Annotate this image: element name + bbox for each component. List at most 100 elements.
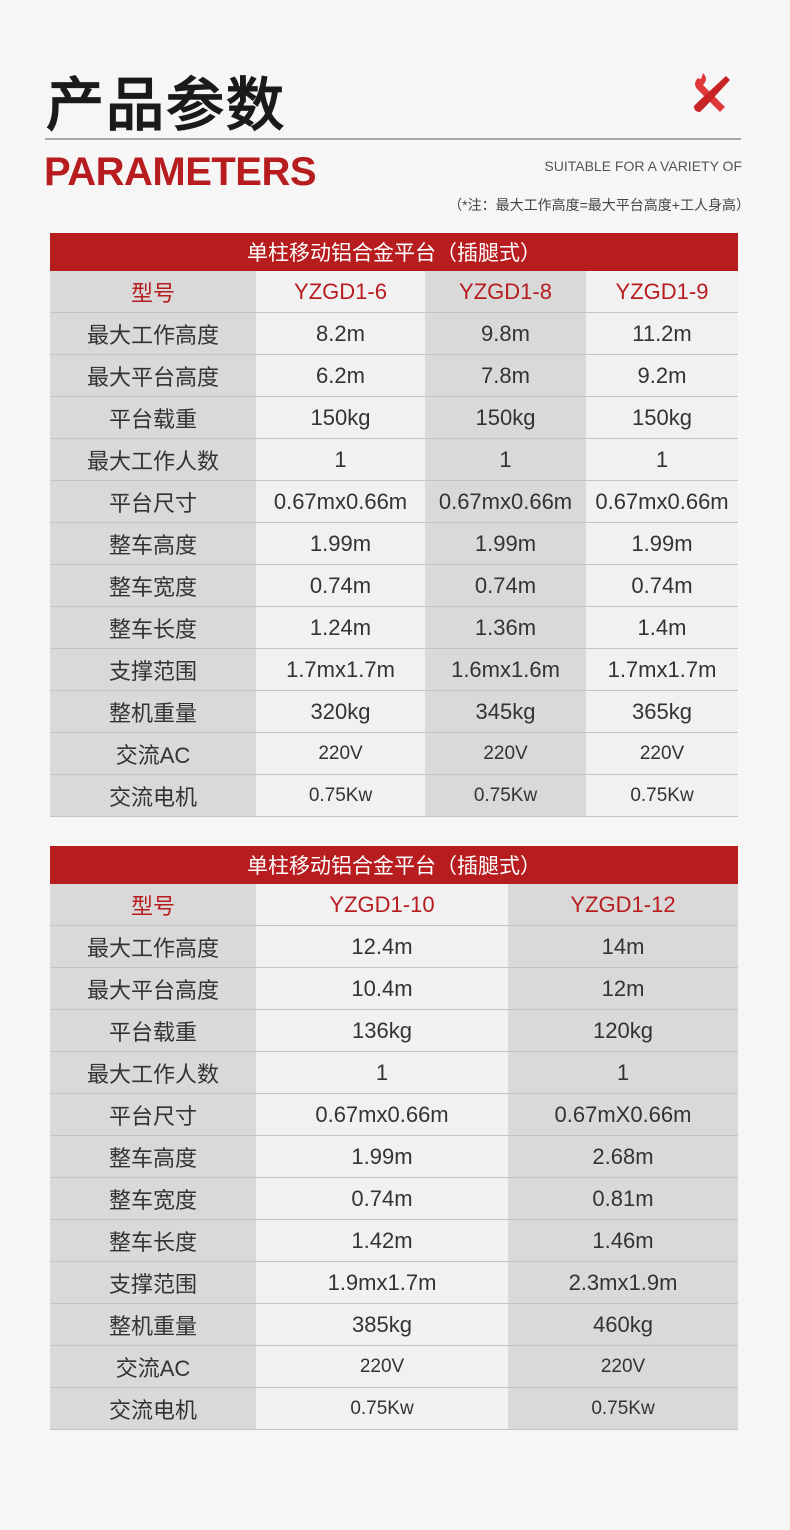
cell-value: 1.9mx1.7m [256, 1261, 508, 1304]
cell-value: 1.6mx1.6m [425, 648, 586, 691]
row-label: 整车宽度 [50, 564, 256, 607]
table-row: 整机重量 385kg 460kg [50, 1303, 738, 1346]
row-label: 整车宽度 [50, 1177, 256, 1220]
spec-table-2: 单柱移动铝合金平台（插腿式） 型号 YZGD1-10 YZGD1-12 最大工作高度 1… [50, 846, 738, 1430]
table-row: 交流AC 220V 220V 220V [50, 732, 738, 775]
table-row: 整车长度 1.42m 1.46m [50, 1219, 738, 1262]
cell-value: 12.4m [256, 925, 508, 968]
cell-value: 460kg [508, 1303, 738, 1346]
table-row: 整机重量 320kg 345kg 365kg [50, 690, 738, 733]
row-label: 型号 [50, 884, 256, 926]
cell-value: 120kg [508, 1009, 738, 1052]
cell-value: 1.7mx1.7m [256, 648, 425, 691]
table-row: 最大平台高度 6.2m 7.8m 9.2m [50, 354, 738, 397]
row-label: 整车高度 [50, 522, 256, 565]
row-label: 平台载重 [50, 396, 256, 439]
cell-value: 220V [508, 1345, 738, 1388]
page-title: 产品参数 [46, 73, 287, 138]
row-label: 最大工作高度 [50, 925, 256, 968]
row-label: 最大工作人数 [50, 1051, 256, 1094]
table-row: 支撑范围 1.9mx1.7m 2.3mx1.9m [50, 1261, 738, 1304]
tagline: SUITABLE FOR A VARIETY OF [544, 158, 742, 174]
cell-value: 1.24m [256, 606, 425, 649]
cell-value: 150kg [256, 396, 425, 439]
cell-value: 220V [425, 732, 586, 775]
row-label: 型号 [50, 271, 256, 313]
cell-value: 150kg [425, 396, 586, 439]
row-label: 最大平台高度 [50, 967, 256, 1010]
table-row: 平台载重 136kg 120kg [50, 1009, 738, 1052]
row-label: 支撑范围 [50, 1261, 256, 1304]
cell-value: 0.81m [508, 1177, 738, 1220]
cell-value: 220V [256, 1345, 508, 1388]
cell-value: YZGD1-12 [508, 884, 738, 926]
row-label: 交流AC [50, 1345, 256, 1388]
spec-table-1: 单柱移动铝合金平台（插腿式） 型号 YZGD1-6 YZGD1-8 YZGD1-9 最大… [50, 233, 738, 817]
cell-value: 1.99m [425, 522, 586, 565]
cell-value: 10.4m [256, 967, 508, 1010]
model-row: 型号 YZGD1-10 YZGD1-12 [50, 884, 738, 926]
cell-value: 365kg [586, 690, 738, 733]
row-label: 最大工作高度 [50, 312, 256, 355]
cell-value: 0.74m [256, 564, 425, 607]
table-row: 整车长度 1.24m 1.36m 1.4m [50, 606, 738, 649]
section-subtitle: PARAMETERS [44, 150, 317, 194]
cell-value: 220V [586, 732, 738, 775]
cell-value: 385kg [256, 1303, 508, 1346]
cell-value: 136kg [256, 1009, 508, 1052]
table-title: 单柱移动铝合金平台（插腿式） [50, 846, 738, 884]
row-label: 整车高度 [50, 1135, 256, 1178]
note: （*注：最大工作高度=最大平台高度+工人身高） [448, 197, 750, 213]
cell-value: 11.2m [586, 312, 738, 355]
table-row: 整车宽度 0.74m 0.81m [50, 1177, 738, 1220]
table-title: 单柱移动铝合金平台（插腿式） [50, 233, 738, 271]
cell-value: 9.2m [586, 354, 738, 397]
cell-value: 1.99m [256, 1135, 508, 1178]
cell-value: 2.68m [508, 1135, 738, 1178]
row-label: 整车长度 [50, 1219, 256, 1262]
table-row: 最大工作人数 1 1 1 [50, 438, 738, 481]
row-label: 交流电机 [50, 774, 256, 817]
cell-value: 0.67mX0.66m [508, 1093, 738, 1136]
cell-value: 220V [256, 732, 425, 775]
table-row: 整车高度 1.99m 1.99m 1.99m [50, 522, 738, 565]
row-label: 平台尺寸 [50, 480, 256, 523]
row-label: 整机重量 [50, 690, 256, 733]
cell-value: 0.74m [586, 564, 738, 607]
table-row: 平台载重 150kg 150kg 150kg [50, 396, 738, 439]
table-row: 整车高度 1.99m 2.68m [50, 1135, 738, 1178]
cell-value: 1.46m [508, 1219, 738, 1262]
cell-value: 2.3mx1.9m [508, 1261, 738, 1304]
table-row: 整车宽度 0.74m 0.74m 0.74m [50, 564, 738, 607]
cell-value: 1 [586, 438, 738, 481]
table-row: 平台尺寸 0.67mx0.66m 0.67mx0.66m 0.67mx0.66m [50, 480, 738, 523]
cell-value: 1 [508, 1051, 738, 1094]
cell-value: YZGD1-8 [425, 271, 586, 313]
cell-value: 1.4m [586, 606, 738, 649]
table-row: 交流电机 0.75Kw 0.75Kw 0.75Kw [50, 774, 738, 817]
cell-value: 1.42m [256, 1219, 508, 1262]
row-label: 整车长度 [50, 606, 256, 649]
cell-value: 0.74m [256, 1177, 508, 1220]
table-row: 最大工作人数 1 1 [50, 1051, 738, 1094]
cell-value: 0.75Kw [508, 1387, 738, 1430]
cell-value: YZGD1-9 [586, 271, 738, 313]
cell-value: 1 [425, 438, 586, 481]
row-label: 支撑范围 [50, 648, 256, 691]
row-label: 最大工作人数 [50, 438, 256, 481]
table-row: 最大工作高度 8.2m 9.8m 11.2m [50, 312, 738, 355]
cell-value: 150kg [586, 396, 738, 439]
cell-value: 6.2m [256, 354, 425, 397]
row-label: 平台载重 [50, 1009, 256, 1052]
cell-value: 7.8m [425, 354, 586, 397]
table-row: 支撑范围 1.7mx1.7m 1.6mx1.6m 1.7mx1.7m [50, 648, 738, 691]
cell-value: 0.67mx0.66m [256, 1093, 508, 1136]
cell-value: 320kg [256, 690, 425, 733]
model-row: 型号 YZGD1-6 YZGD1-8 YZGD1-9 [50, 271, 738, 313]
cell-value: 1 [256, 438, 425, 481]
cell-value: YZGD1-10 [256, 884, 508, 926]
row-label: 平台尺寸 [50, 1093, 256, 1136]
divider [45, 138, 741, 140]
cell-value: 1.36m [425, 606, 586, 649]
